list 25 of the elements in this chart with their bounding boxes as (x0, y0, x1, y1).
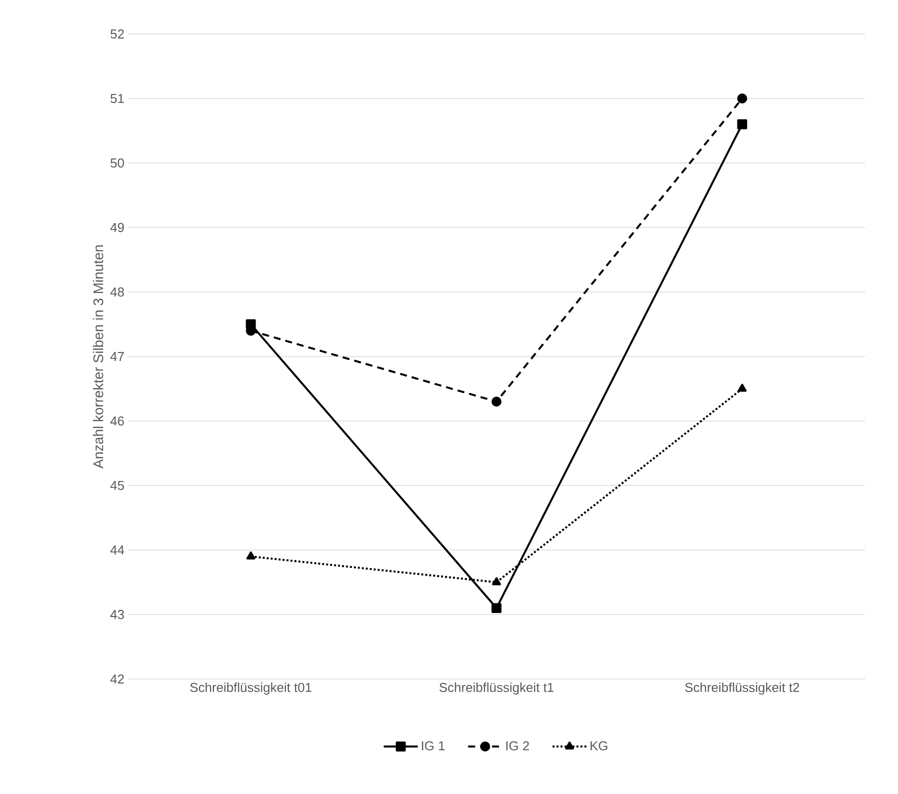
point (737, 94, 748, 104)
y-tick-label: 49 (110, 222, 124, 232)
y-tick-label: 42 (110, 674, 124, 684)
y-tick-label: 50 (110, 158, 124, 168)
point (492, 603, 502, 614)
point (492, 396, 502, 407)
point (737, 119, 748, 130)
x-tick-label: Schreibflüssigkeit t2 (685, 682, 800, 695)
y-tick-label: 51 (110, 94, 124, 104)
legend-label: IG 2 (506, 741, 529, 750)
point (492, 577, 501, 586)
legend-label: IG 1 (422, 741, 445, 750)
y-axis-title: Anzahl korrekter Silben in 3 Minuten (92, 245, 104, 468)
x-tick-label: Schreibflüssigkeit t01 (190, 682, 312, 695)
y-tick-label: 46 (110, 416, 124, 426)
y-tick-label: 47 (110, 352, 124, 361)
y-tick-label: 43 (110, 610, 124, 620)
x-tick-label: Schreibflüssigkeit t1 (440, 682, 554, 695)
y-tick-label: 52 (110, 29, 124, 39)
point (738, 384, 747, 392)
y-tick-label: 48 (110, 287, 124, 297)
point (246, 551, 256, 560)
y-tick-label: 44 (110, 546, 124, 554)
y-tick-label: 45 (110, 480, 124, 490)
legend-label: KG (590, 741, 608, 750)
